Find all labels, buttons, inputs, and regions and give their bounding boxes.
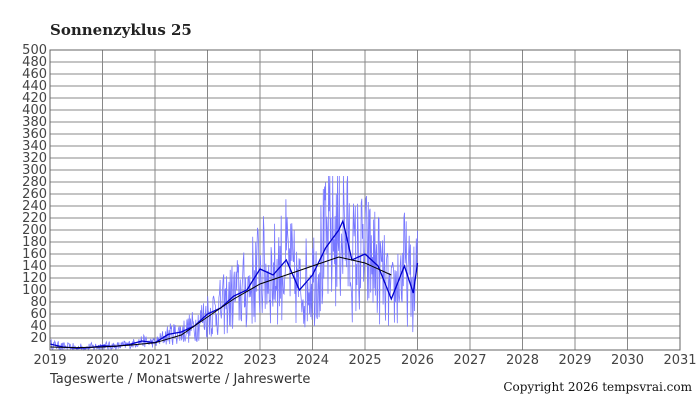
x-tick-label: 2022 — [191, 353, 224, 368]
yearly-values-line — [49, 256, 392, 349]
y-tick-label: 460 — [22, 67, 47, 82]
line-series — [49, 218, 419, 349]
y-tick-label: 340 — [22, 139, 47, 154]
y-tick-label: 80 — [30, 295, 47, 310]
x-tick-label: 2026 — [401, 353, 434, 368]
y-tick-label: 120 — [22, 271, 47, 286]
y-tick-label: 160 — [22, 247, 47, 262]
y-tick-label: 500 — [22, 43, 47, 58]
y-tick-label: 320 — [22, 151, 47, 166]
x-tick-label: 2027 — [453, 353, 486, 368]
x-tick-label: 2029 — [558, 353, 591, 368]
daily-values-series — [49, 175, 418, 352]
y-tick-label: 400 — [22, 103, 47, 118]
y-tick-label: 480 — [22, 55, 47, 70]
y-tick-label: 180 — [22, 235, 47, 250]
y-tick-label: 440 — [22, 79, 47, 94]
chart-title: Sonnenzyklus 25 — [50, 21, 192, 39]
plot-frame — [49, 49, 681, 351]
x-tick-label: 2019 — [33, 353, 66, 368]
x-tick-label: 2020 — [86, 353, 119, 368]
x-tick-label: 2031 — [663, 353, 696, 368]
x-tick-label: 2030 — [611, 353, 644, 368]
x-tick-labels: 2019 2020 2021 2022 2023 2024 2025 2026 2027 2028… — [33, 353, 696, 368]
y-tick-label: 220 — [22, 211, 47, 226]
y-tick-label: 100 — [22, 283, 47, 298]
x-tick-label: 2024 — [296, 353, 329, 368]
legend-text: Tageswerte / Monatswerte / Jahreswerte — [49, 372, 310, 387]
y-tick-label: 140 — [22, 259, 47, 274]
x-tick-label: 2021 — [138, 353, 171, 368]
y-tick-label: 280 — [22, 175, 47, 190]
y-tick-label: 260 — [22, 187, 47, 202]
copyright-text: Copyright 2026 tempsvrai.com — [503, 380, 692, 394]
daily-values-line — [49, 175, 418, 352]
y-tick-label: 300 — [22, 163, 47, 178]
y-tick-label: 240 — [22, 199, 47, 214]
x-tick-label: 2025 — [348, 353, 381, 368]
x-tick-label: 2023 — [243, 353, 276, 368]
y-tick-label: 420 — [22, 91, 47, 106]
y-tick-label: 360 — [22, 127, 47, 142]
y-tick-labels: 2040608010012014016018020022024026028030… — [22, 43, 47, 346]
y-tick-label: 40 — [30, 319, 47, 334]
grid-lines — [49, 49, 681, 350]
x-tick-label: 2028 — [506, 353, 539, 368]
y-tick-label: 200 — [22, 223, 47, 238]
y-tick-label: 60 — [30, 307, 47, 322]
y-tick-label: 20 — [30, 331, 47, 346]
y-tick-label: 380 — [22, 115, 47, 130]
